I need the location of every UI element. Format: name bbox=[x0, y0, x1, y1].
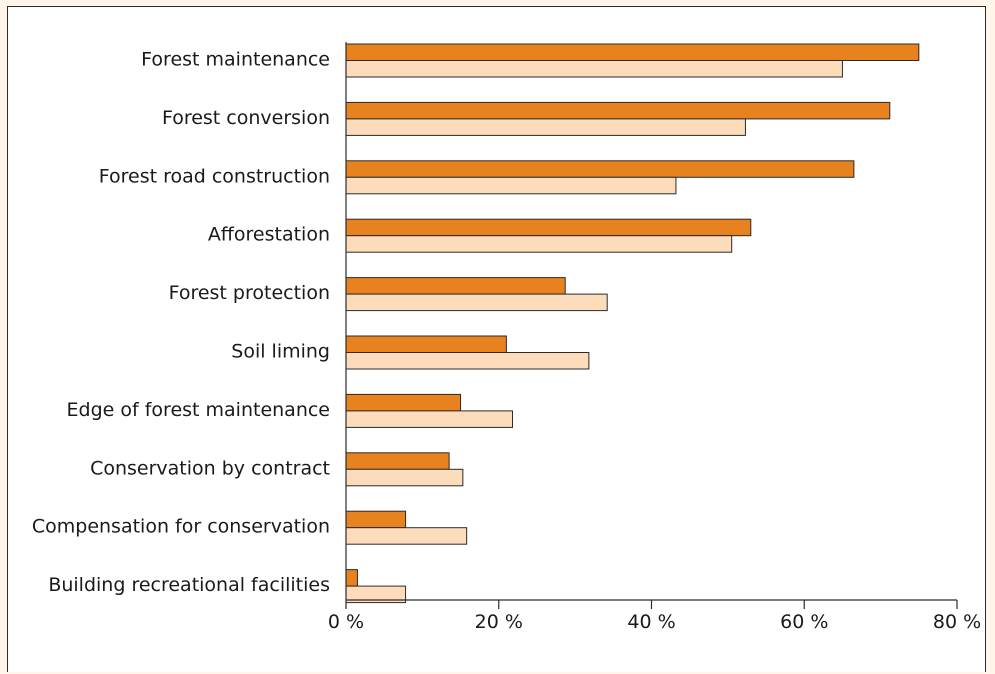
bar-series1-edge-of-forest-maintenance bbox=[345, 393, 462, 412]
bar-series2-forest-maintenance bbox=[345, 60, 843, 78]
bar-series1-conservation-by-contract bbox=[345, 452, 450, 470]
bar-series1-forest-protection bbox=[345, 277, 566, 295]
bar-series2-soil-liming bbox=[345, 352, 590, 370]
bar-series1-building-recreational-facilities bbox=[345, 569, 358, 587]
x-tick-label: 40 % bbox=[627, 611, 675, 633]
x-tick-label: 20 % bbox=[475, 611, 523, 633]
x-tick-label: 0 % bbox=[328, 611, 364, 633]
category-label: Afforestation bbox=[208, 224, 330, 246]
bar-series2-conservation-by-contract bbox=[345, 468, 464, 487]
category-label: Compensation for conservation bbox=[32, 516, 330, 538]
category-label: Forest conversion bbox=[162, 107, 330, 129]
bar-series1-forest-road-construction bbox=[345, 160, 855, 178]
category-label: Forest road construction bbox=[99, 165, 330, 187]
bar-series1-afforestation bbox=[345, 218, 752, 237]
bar-series2-edge-of-forest-maintenance bbox=[345, 410, 513, 428]
bar-series1-forest-maintenance bbox=[345, 43, 920, 61]
bar-series2-afforestation bbox=[345, 235, 733, 253]
bar-series1-soil-liming bbox=[345, 335, 507, 353]
category-label: Forest protection bbox=[169, 282, 330, 304]
bar-series2-forest-protection bbox=[345, 293, 608, 312]
x-tick-label: 80 % bbox=[933, 611, 981, 633]
bar-series2-forest-road-construction bbox=[345, 176, 677, 195]
category-label: Edge of forest maintenance bbox=[67, 399, 330, 421]
category-label: Soil liming bbox=[231, 341, 330, 363]
bar-series2-compensation-for-conservation bbox=[345, 527, 468, 545]
bar-series2-forest-conversion bbox=[345, 118, 746, 136]
category-label: Conservation by contract bbox=[90, 457, 330, 479]
x-tick-label: 60 % bbox=[780, 611, 828, 633]
bar-series1-compensation-for-conservation bbox=[345, 510, 407, 529]
category-label: Building recreational facilities bbox=[48, 574, 330, 596]
category-label: Forest maintenance bbox=[141, 49, 330, 71]
bar-series1-forest-conversion bbox=[345, 101, 891, 120]
